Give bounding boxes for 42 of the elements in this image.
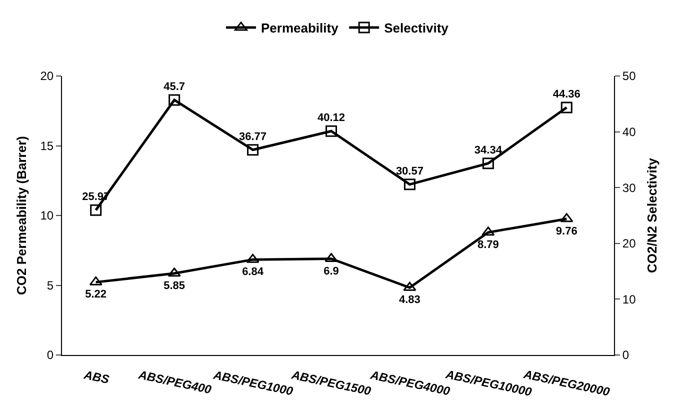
point xyxy=(90,204,102,216)
point xyxy=(89,276,102,286)
data-label: 8.79 xyxy=(477,238,499,251)
legend-label: Selectivity xyxy=(384,20,450,36)
point xyxy=(168,268,181,277)
data-label: 40.12 xyxy=(317,112,346,124)
y2-tick-label: 0 xyxy=(622,348,630,362)
data-label: 6.9 xyxy=(324,265,339,278)
data-label: 6.84 xyxy=(242,266,264,278)
point xyxy=(403,282,416,291)
legend-label: Permeability xyxy=(261,20,340,36)
point xyxy=(560,213,574,222)
y-tick-label: 10 xyxy=(40,208,54,223)
data-label: 9.76 xyxy=(556,225,578,238)
y2-tick-label: 30 xyxy=(622,180,636,195)
data-label: 44.36 xyxy=(552,88,580,100)
data-label: 34.34 xyxy=(474,144,503,156)
y-tick-label: 15 xyxy=(40,138,54,153)
point xyxy=(168,94,180,106)
y2-tick-label: 50 xyxy=(622,69,636,84)
point xyxy=(247,144,259,156)
x-tick-label: ABS xyxy=(82,367,110,387)
y-tick-label: 0 xyxy=(46,348,54,362)
data-label: 5.22 xyxy=(85,288,107,301)
point xyxy=(482,226,495,236)
y-tick-label: 5 xyxy=(46,278,54,292)
data-label: 30.57 xyxy=(396,165,424,178)
y2-tick-label: 10 xyxy=(622,292,636,306)
data-label: 45.7 xyxy=(164,80,186,93)
y-tick-label: 20 xyxy=(40,69,54,84)
y2-tick-label: 20 xyxy=(622,236,636,251)
point xyxy=(482,158,494,170)
point xyxy=(404,178,416,190)
y2-tick-label: 40 xyxy=(622,125,636,139)
point xyxy=(246,254,260,263)
data-label: 4.83 xyxy=(399,294,420,306)
y-axis-title: CO2 Permeability (Barrer) xyxy=(14,136,29,295)
data-label: 36.77 xyxy=(239,130,267,143)
point xyxy=(560,102,572,114)
y2-axis-title: CO2/N2 Selectivity xyxy=(644,157,660,273)
point xyxy=(326,125,337,137)
data-label: 5.85 xyxy=(164,280,186,292)
